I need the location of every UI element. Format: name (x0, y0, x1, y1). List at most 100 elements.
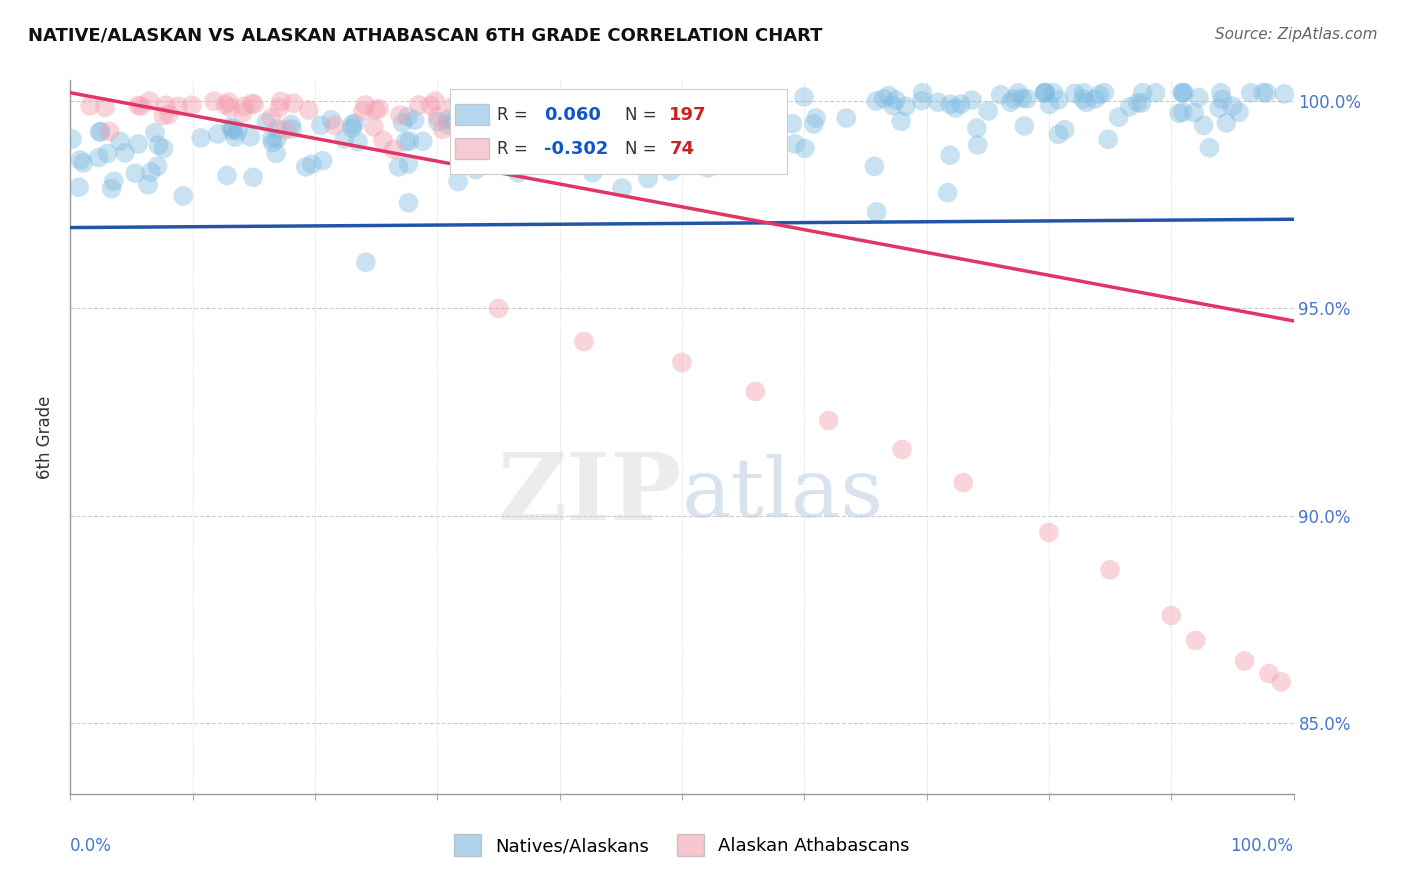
Point (1000, 95, 1022, 110)
Point (1108, 110, 1130, 124)
Point (502, 141, 524, 155)
Point (67, 180, 90, 194)
Point (146, 159, 169, 173)
Point (382, 142, 405, 156)
Point (443, 113, 465, 128)
Point (388, 160, 411, 174)
Point (1171, 86, 1194, 100)
Point (1274, 87, 1296, 101)
Point (180, 98, 202, 112)
Point (239, 129, 262, 144)
Point (354, 255, 377, 269)
Text: ZIP: ZIP (498, 450, 682, 539)
Point (371, 133, 394, 147)
Point (1130, 95, 1153, 110)
Point (673, 95, 696, 110)
Point (595, 122, 617, 136)
Point (672, 100, 695, 114)
Point (582, 166, 605, 180)
Point (613, 97, 636, 112)
Point (894, 99, 917, 113)
Point (501, 141, 523, 155)
Point (575, 121, 598, 136)
Point (966, 121, 988, 136)
Point (218, 95, 240, 109)
Point (793, 141, 815, 155)
Point (990, 87, 1012, 102)
Point (1182, 105, 1205, 120)
Point (623, 115, 645, 129)
Point (496, 103, 519, 118)
Point (266, 131, 288, 145)
Point (1119, 100, 1142, 114)
Point (835, 111, 858, 125)
Point (785, 136, 807, 151)
Point (152, 141, 174, 155)
Point (270, 95, 292, 109)
FancyBboxPatch shape (456, 138, 489, 159)
Text: 0.0%: 0.0% (70, 837, 112, 855)
Point (321, 112, 343, 127)
Point (226, 124, 249, 138)
Point (391, 116, 413, 130)
Point (219, 120, 242, 134)
Point (567, 110, 589, 124)
Point (1097, 132, 1119, 146)
Point (456, 136, 478, 151)
Point (610, 181, 633, 195)
Point (1184, 633, 1206, 648)
Point (714, 96, 737, 111)
Point (425, 94, 447, 108)
Point (865, 94, 887, 108)
Point (283, 96, 305, 111)
Point (441, 99, 464, 113)
Point (1033, 86, 1056, 100)
Text: 74: 74 (669, 139, 695, 158)
Text: Source: ZipAtlas.com: Source: ZipAtlas.com (1215, 27, 1378, 42)
Text: 197: 197 (669, 105, 707, 124)
Point (1076, 95, 1098, 110)
Point (280, 118, 302, 132)
Point (389, 108, 412, 122)
Point (72, 156, 94, 170)
Point (1053, 122, 1076, 136)
Point (1002, 92, 1025, 106)
Point (266, 122, 288, 136)
Point (1251, 86, 1274, 100)
Point (1099, 563, 1122, 577)
Point (1047, 93, 1070, 107)
Point (96, 146, 118, 161)
Point (69, 153, 91, 167)
Point (1144, 86, 1167, 100)
Text: -0.302: -0.302 (544, 139, 609, 158)
Point (1092, 86, 1115, 100)
Point (762, 107, 785, 121)
Point (437, 118, 460, 132)
Point (1173, 86, 1195, 100)
Point (1258, 666, 1281, 681)
Point (1011, 91, 1033, 105)
Point (704, 110, 727, 124)
Point (659, 164, 682, 178)
Point (90, 125, 112, 139)
Point (190, 131, 212, 145)
Point (298, 103, 321, 117)
Point (87, 151, 110, 165)
Point (620, 103, 643, 118)
Point (60, 132, 83, 146)
Point (309, 118, 332, 132)
Point (626, 100, 648, 114)
Point (884, 93, 907, 107)
Point (699, 108, 721, 122)
Point (98, 124, 121, 138)
Point (612, 120, 634, 135)
Point (127, 98, 149, 112)
Point (1038, 97, 1060, 112)
Point (939, 148, 962, 162)
Point (567, 111, 589, 125)
Point (1033, 86, 1056, 100)
Point (242, 170, 264, 185)
Point (641, 136, 664, 151)
Point (1132, 86, 1154, 100)
Point (396, 157, 419, 171)
